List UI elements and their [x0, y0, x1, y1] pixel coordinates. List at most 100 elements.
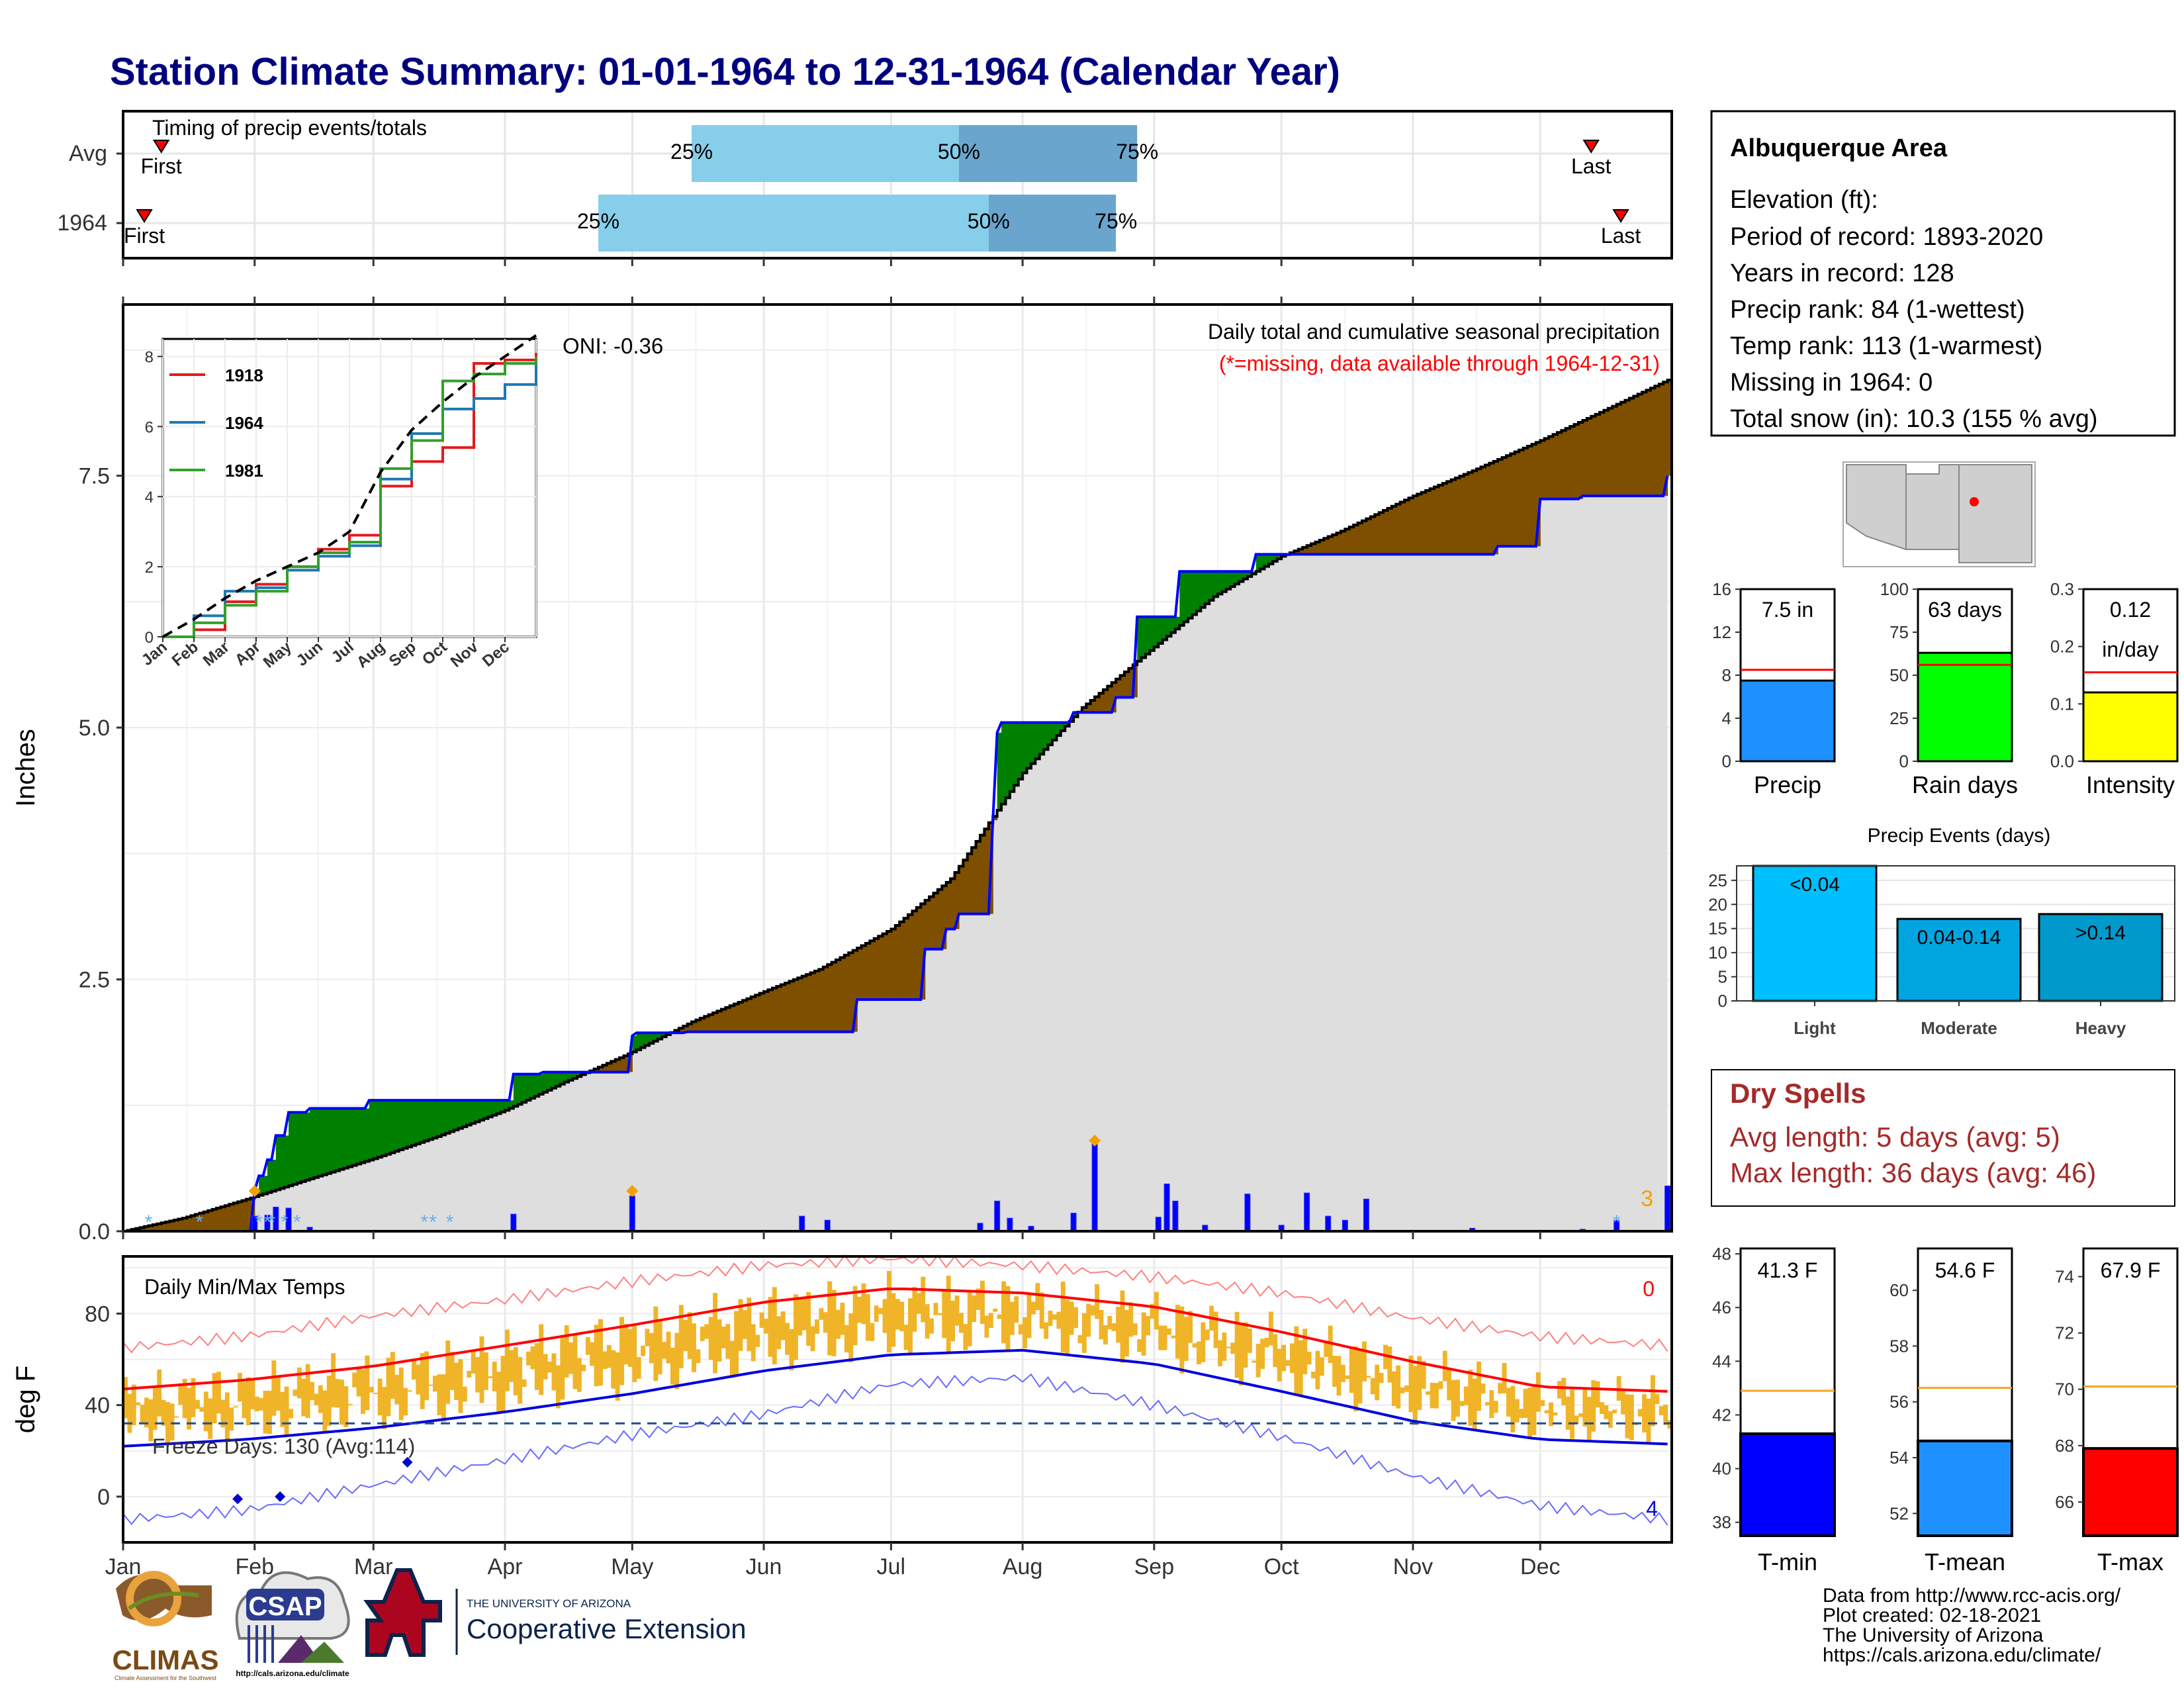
surplus-fill — [1205, 571, 1210, 604]
temp-bar-tick-label: 68 — [2055, 1436, 2074, 1456]
daily-temp-range-bar — [504, 1329, 510, 1391]
daily-temp-range-bar — [1565, 1396, 1570, 1430]
daily-temp-range-bar — [148, 1399, 154, 1442]
deficit-fill — [1433, 487, 1439, 555]
mini-bar-tick-label: 0 — [1722, 751, 1731, 771]
daily-temp-range-bar — [169, 1403, 175, 1441]
daily-temp-range-bar — [518, 1357, 523, 1404]
daily-temp-range-bar — [649, 1333, 654, 1364]
surplus-fill — [347, 1108, 353, 1167]
daily-temp-range-bar — [454, 1362, 459, 1400]
daily-temp-range-bar — [1595, 1381, 1600, 1408]
mini-bar-tick-label: 100 — [1880, 579, 1909, 599]
daily-temp-range-bar — [1621, 1388, 1625, 1415]
deficit-fill — [747, 998, 752, 1032]
daily-temp-range-bar — [1030, 1301, 1036, 1315]
timing-panel: 25% 50% 75% First Last 25% 50% 75% First Last Tim… — [57, 110, 1673, 259]
deficit-fill — [623, 1055, 629, 1072]
daily-temp-range-bar — [314, 1393, 319, 1405]
daily-temp-range-bar — [1116, 1307, 1121, 1343]
inset-x-tick-label: Jan — [138, 638, 171, 669]
daily-temp-range-bar — [1519, 1409, 1524, 1419]
surplus-fill — [1154, 616, 1159, 647]
deficit-fill — [933, 893, 938, 949]
deficit-fill — [1090, 700, 1095, 713]
daily-temp-range-bar — [428, 1384, 433, 1386]
daily-temp-range-bar — [1018, 1324, 1023, 1335]
daily-temp-range-bar — [547, 1361, 553, 1373]
daily-temp-range-bar — [692, 1323, 696, 1372]
deficit-fill — [233, 1203, 238, 1231]
deficit-fill — [1379, 512, 1384, 555]
surplus-fill — [1056, 722, 1062, 736]
cooperative-extension-text: Cooperative Extension — [467, 1613, 747, 1644]
deficit-fill — [870, 941, 875, 1000]
deficit-fill — [165, 1221, 171, 1231]
deficit-fill — [1302, 547, 1308, 555]
surplus-fill — [416, 1100, 421, 1145]
deficit-fill — [721, 1009, 726, 1032]
daily-temp-range-bar — [492, 1361, 497, 1391]
daily-temp-range-bar — [208, 1398, 213, 1439]
surplus-fill — [471, 1100, 476, 1124]
daily-temp-range-bar — [636, 1357, 641, 1379]
deficit-fill — [606, 1063, 612, 1072]
surplus-fill — [267, 1159, 272, 1193]
surplus-fill — [1048, 722, 1053, 745]
surplus-fill — [377, 1100, 383, 1158]
deficit-fill — [1629, 398, 1634, 496]
month-tick-label: Jun — [746, 1554, 782, 1579]
surplus-fill — [1222, 571, 1227, 592]
daily-temp-range-bar — [416, 1364, 421, 1395]
snow-mark: * — [255, 1211, 263, 1233]
daily-temp-range-bar — [1188, 1311, 1193, 1343]
daily-temp-range-bar — [1247, 1329, 1252, 1353]
deficit-fill — [929, 896, 934, 949]
surplus-fill — [428, 1100, 433, 1140]
timing-p75-label: 75% — [1095, 209, 1137, 233]
daily-temp-range-bar — [844, 1325, 849, 1353]
daily-temp-range-bar — [801, 1297, 807, 1331]
deficit-fill — [814, 970, 819, 1032]
daily-temp-range-bar — [1404, 1385, 1410, 1392]
daily-temp-range-bar — [1103, 1325, 1108, 1345]
surplus-fill — [411, 1100, 416, 1146]
surplus-fill — [551, 1072, 557, 1088]
daily-temp-range-bar — [1383, 1344, 1388, 1370]
daily-temp-range-bar — [1141, 1312, 1146, 1356]
precip-y-tick-label: 7.5 — [79, 464, 110, 489]
deficit-fill — [199, 1213, 205, 1231]
surplus-fill — [1065, 722, 1070, 726]
daily-temp-range-bar — [632, 1325, 637, 1382]
daily-temp-range-bar — [394, 1374, 400, 1405]
events-y-tick-label: 5 — [1718, 967, 1727, 987]
daily-temp-range-bar — [657, 1319, 662, 1375]
daily-temp-range-bar — [1535, 1372, 1541, 1412]
daily-temp-range-bar — [594, 1325, 599, 1387]
inset-average-line — [162, 334, 537, 638]
daily-temp-range-bar — [776, 1316, 782, 1350]
surplus-fill — [564, 1072, 569, 1082]
daily-temp-range-bar — [1154, 1291, 1159, 1330]
surplus-fill — [504, 1100, 510, 1111]
timing-first-label: First — [124, 224, 165, 248]
timing-p50-label: 50% — [938, 140, 980, 164]
daily-temp-range-bar — [785, 1323, 790, 1355]
deficit-fill — [1370, 516, 1375, 555]
deficit-fill — [972, 847, 977, 914]
daily-temp-range-bar — [1107, 1315, 1113, 1329]
daily-temp-range-bar — [560, 1335, 565, 1400]
daily-temp-range-bar — [1655, 1393, 1660, 1405]
deficit-fill — [823, 966, 828, 1032]
precip-y-tick-label: 5.0 — [79, 716, 110, 741]
daily-temp-range-bar — [1493, 1401, 1498, 1413]
footer-credits: Data from http://www.rcc-acis.org/ Plot … — [1823, 1585, 2121, 1666]
daily-temp-range-bar — [1086, 1303, 1091, 1337]
deficit-fill — [878, 936, 884, 1000]
daily-temp-range-bar — [576, 1358, 582, 1392]
daily-temp-range-bar — [611, 1350, 616, 1389]
temps-corner-bottom: 4 — [1646, 1497, 1658, 1521]
timing-last-label: Last — [1601, 224, 1641, 248]
deficit-fill — [886, 931, 891, 1000]
temp-bar-tick-label: 44 — [1712, 1351, 1731, 1371]
